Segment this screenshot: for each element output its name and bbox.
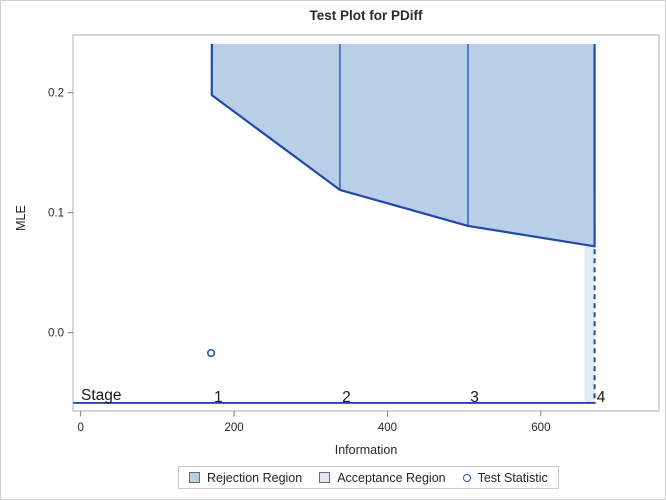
legend: Rejection Region Acceptance Region Test … bbox=[178, 466, 559, 489]
y-tick-label: 0.1 bbox=[48, 208, 64, 220]
stage-number-label: 4 bbox=[597, 389, 606, 406]
rejection-boundary-line bbox=[210, 43, 596, 248]
y-tick-label: 0.2 bbox=[48, 88, 64, 100]
x-axis-label: Information bbox=[334, 443, 398, 457]
rejection-region-swatch-icon bbox=[189, 472, 200, 483]
test-statistic-marker-icon bbox=[462, 473, 471, 482]
rejection-region bbox=[211, 44, 595, 247]
legend-item-acceptance: Acceptance Region bbox=[319, 470, 446, 485]
legend-label: Acceptance Region bbox=[337, 470, 446, 485]
legend-label: Rejection Region bbox=[207, 470, 303, 485]
test-statistic-point bbox=[206, 348, 216, 358]
stage-number-label: 3 bbox=[470, 389, 479, 406]
x-tick-label: 200 bbox=[224, 422, 243, 434]
final-stage-strip bbox=[584, 246, 595, 403]
stage-axis-title: Stage bbox=[81, 387, 122, 404]
y-axis-label: MLE bbox=[14, 205, 28, 231]
plot-frame bbox=[72, 34, 660, 412]
legend-label: Test Statistic bbox=[477, 470, 548, 485]
x-tick-label: 0 bbox=[77, 422, 83, 434]
x-tick-label: 400 bbox=[378, 422, 397, 434]
legend-item-test-statistic: Test Statistic bbox=[462, 470, 548, 485]
x-tick-label: 600 bbox=[531, 422, 550, 434]
acceptance-region-swatch-icon bbox=[319, 472, 331, 483]
legend-item-rejection: Rejection Region bbox=[189, 471, 302, 485]
stage-number-label: 2 bbox=[342, 389, 351, 406]
chart-title: Test Plot for PDiff bbox=[309, 8, 423, 23]
y-tick-label: 0.0 bbox=[48, 328, 64, 340]
stage-number-label: 1 bbox=[214, 389, 223, 406]
